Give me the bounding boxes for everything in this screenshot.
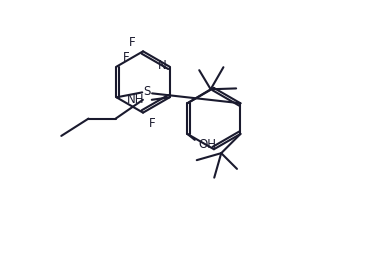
Text: NH: NH — [126, 93, 144, 106]
Text: F: F — [149, 117, 155, 130]
Text: F: F — [129, 36, 136, 49]
Text: N: N — [158, 59, 167, 72]
Text: F: F — [123, 51, 130, 64]
Text: OH: OH — [199, 138, 217, 151]
Text: S: S — [144, 85, 151, 98]
